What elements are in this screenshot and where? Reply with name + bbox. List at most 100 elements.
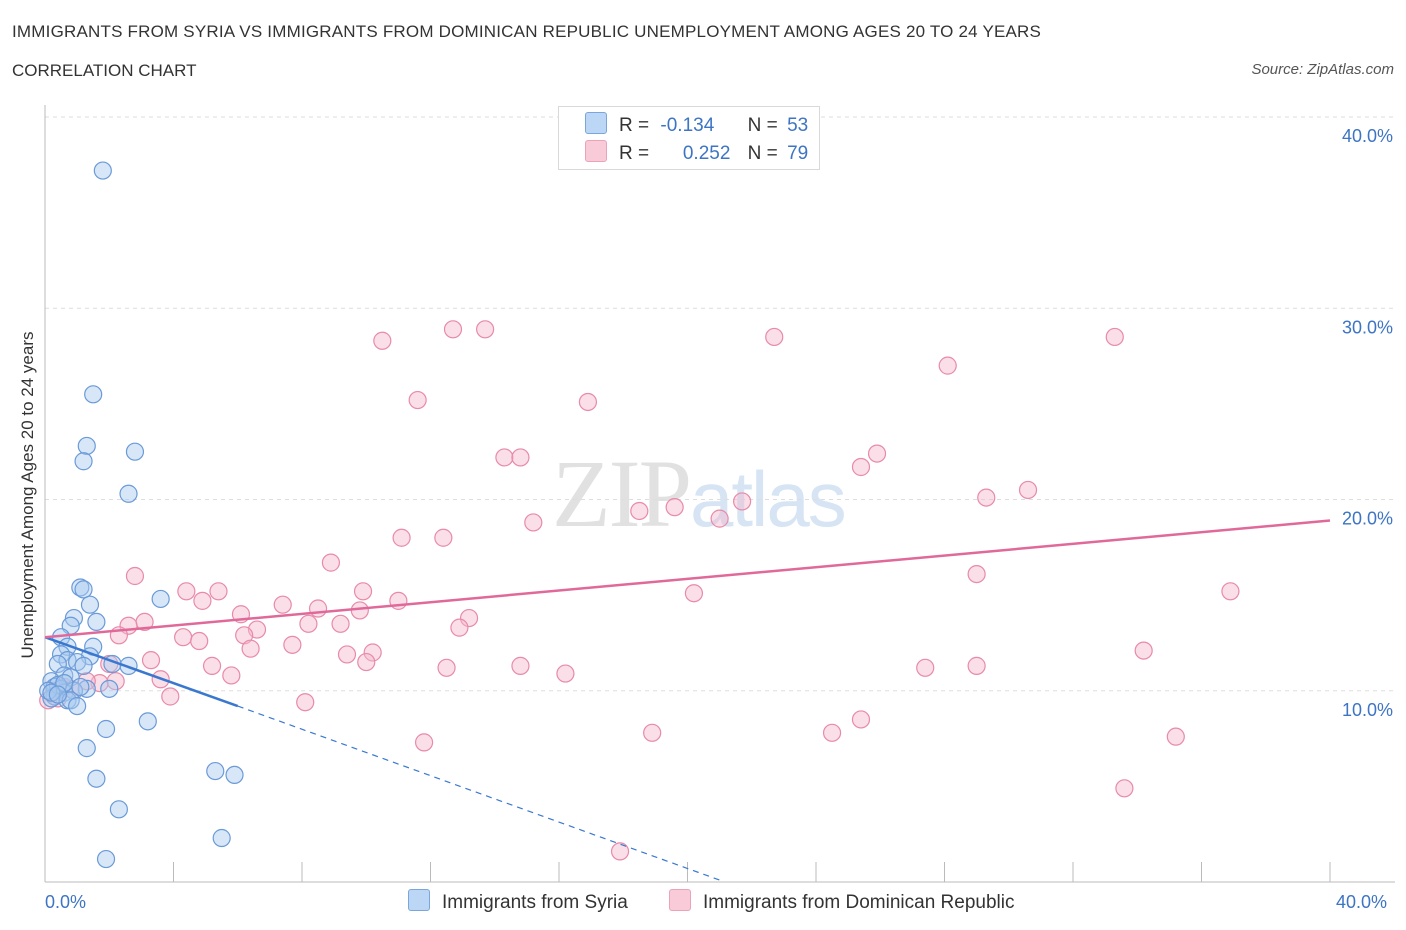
- syria-trend-line: [44, 636, 239, 708]
- dr-point-15: [665, 498, 684, 517]
- dr-point-47: [241, 639, 260, 658]
- dr-point-21: [321, 553, 341, 572]
- dr-point-60: [222, 666, 241, 685]
- syria-point-7: [74, 580, 93, 599]
- chart-subtitle: CORRELATION CHART: [12, 61, 197, 80]
- dr-point-20: [434, 528, 453, 547]
- trend-lines: [44, 519, 1331, 881]
- x-axis-ticks: [173, 862, 1331, 882]
- dr-n-value: 79: [787, 143, 809, 164]
- syria-point-39: [96, 719, 116, 739]
- syria-point-5: [119, 484, 138, 503]
- dr-point-7: [578, 392, 598, 412]
- dr-point-74: [414, 733, 434, 752]
- syria-point-44: [109, 800, 128, 819]
- dr-point-24: [1221, 582, 1240, 601]
- dr-point-10: [867, 444, 887, 463]
- dr-point-14: [733, 492, 752, 511]
- y-tick-label-40: 40.0%: [1342, 126, 1393, 146]
- syria-r-value: -0.134: [660, 115, 715, 136]
- bottom-syria-swatch: [408, 889, 430, 911]
- syria-swatch: [585, 112, 607, 134]
- dr-point-26: [209, 582, 228, 601]
- bottom-dr-label: Immigrants from Dominican Republic: [703, 892, 1015, 913]
- syria-point-51: [71, 677, 90, 697]
- dr-point-48: [363, 643, 382, 662]
- dr-point-46: [283, 635, 302, 654]
- syria-n-value: 53: [787, 115, 809, 136]
- x-tick-label-max: 40.0%: [1336, 892, 1387, 912]
- dr-point-50: [1134, 641, 1153, 660]
- syria-point-45: [212, 828, 231, 848]
- dr-point-33: [350, 601, 369, 620]
- dr-point-18: [524, 513, 543, 532]
- y-tick-label-30: 30.0%: [1342, 317, 1393, 337]
- y-tick-label-20: 20.0%: [1342, 509, 1393, 529]
- dr-point-0: [443, 320, 463, 339]
- syria-point-40: [77, 739, 96, 758]
- syria-point-6: [71, 578, 90, 597]
- y-tick-label-10: 10.0%: [1342, 700, 1393, 720]
- dr-point-52: [357, 652, 376, 672]
- dr-point-69: [296, 693, 315, 712]
- syria-point-50: [42, 683, 61, 702]
- dr-point-51: [141, 651, 161, 670]
- bottom-legend-syria: Immigrants from Syria: [408, 889, 628, 914]
- dr-point-11: [851, 457, 871, 477]
- dr-point-28: [684, 584, 704, 603]
- dr-point-22: [125, 566, 145, 586]
- y-tick-labels: 10.0% 20.0% 30.0% 40.0%: [1342, 126, 1393, 720]
- dr-point-1: [476, 320, 495, 339]
- legend-row-syria: R = -0.134 N = 53: [585, 112, 808, 138]
- dr-point-41: [450, 618, 469, 637]
- bottom-dr-swatch: [669, 889, 691, 911]
- syria-point-21: [48, 654, 67, 674]
- syria-n-label: N =: [747, 115, 778, 136]
- stats-legend: R = -0.134 N = 53 R = 0.252 N = 79: [558, 106, 820, 170]
- syria-point-38: [138, 712, 157, 731]
- dr-point-29: [193, 591, 212, 610]
- dr-point-13: [1018, 480, 1038, 500]
- dr-point-5: [938, 356, 957, 375]
- dr-point-6: [408, 390, 427, 410]
- dr-point-40: [331, 614, 350, 633]
- source-note: Source: ZipAtlas.com: [1251, 61, 1394, 78]
- dr-point-44: [174, 628, 193, 647]
- syria-point-11: [87, 612, 106, 632]
- dr-r-value: 0.252: [682, 143, 731, 164]
- dr-r-label: R =: [619, 143, 650, 164]
- dr-point-12: [977, 488, 996, 507]
- syria-point-23: [74, 656, 93, 675]
- dr-point-16: [630, 501, 649, 521]
- dr-point-32: [308, 599, 328, 618]
- dr-point-17: [710, 509, 729, 528]
- dr-point-59: [556, 664, 575, 683]
- syria-point-42: [225, 765, 244, 785]
- dr-point-75: [1115, 779, 1134, 798]
- dr-point-39: [299, 614, 318, 633]
- syria-points: [39, 161, 244, 869]
- syria-point-52: [48, 685, 67, 704]
- dr-point-2: [373, 331, 392, 350]
- dr-point-9: [511, 448, 530, 467]
- dr-point-25: [177, 582, 196, 601]
- syria-point-0: [93, 161, 112, 180]
- dr-point-58: [967, 656, 986, 675]
- syria-point-8: [151, 589, 170, 609]
- dr-point-56: [511, 656, 530, 675]
- dr-point-71: [822, 723, 842, 742]
- syria-trend-extension: [237, 705, 720, 881]
- dr-point-27: [353, 582, 373, 601]
- dr-point-8: [495, 448, 514, 467]
- dr-trend-line: [44, 519, 1331, 639]
- dr-point-76: [610, 842, 630, 861]
- axes: [44, 105, 1395, 883]
- bottom-legend-dominican-republic: Immigrants from Dominican Republic: [669, 889, 1015, 914]
- syria-point-41: [206, 761, 225, 781]
- dr-point-70: [851, 710, 871, 729]
- syria-point-43: [87, 769, 106, 788]
- dr-point-31: [273, 595, 292, 614]
- syria-point-9: [80, 595, 100, 614]
- syria-r-label: R =: [619, 115, 650, 136]
